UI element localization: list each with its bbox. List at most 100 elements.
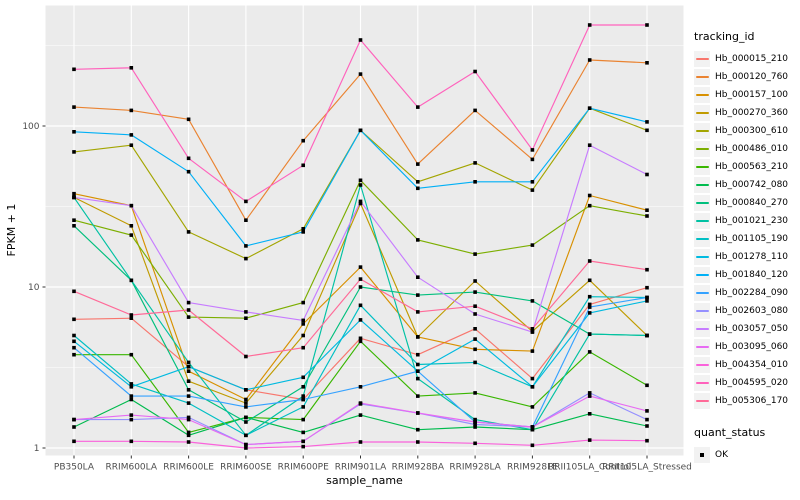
data-point	[72, 191, 76, 196]
legend-entry-Hb_000157_100: Hb_000157_100	[694, 86, 798, 104]
data-point	[473, 347, 477, 352]
legend-entry-label: Hb_000157_100	[715, 90, 789, 100]
data-point	[72, 345, 76, 350]
y-tick-label: 100	[22, 122, 39, 132]
data-point	[358, 303, 363, 308]
data-point	[416, 369, 420, 373]
data-point	[129, 203, 134, 208]
data-point	[129, 108, 134, 113]
data-point	[72, 439, 76, 444]
data-point	[358, 285, 363, 289]
data-point	[301, 300, 305, 305]
data-point	[129, 66, 134, 70]
data-point	[358, 318, 363, 322]
data-point	[72, 333, 76, 338]
data-point	[587, 58, 592, 62]
data-point	[301, 345, 305, 350]
legend-key-line	[694, 177, 710, 193]
data-point	[129, 143, 134, 147]
legend-key-line	[694, 231, 710, 247]
data-point	[244, 256, 248, 261]
data-point	[473, 337, 477, 341]
data-point	[72, 224, 76, 228]
legend-entry-label: Hb_000742_080	[715, 180, 789, 190]
legend-entry-Hb_002603_080: Hb_002603_080	[694, 302, 798, 320]
x-tick-label: RRIM600SE	[220, 463, 272, 473]
data-point	[358, 413, 363, 417]
data-point	[645, 214, 649, 218]
data-point	[645, 417, 649, 422]
data-point	[416, 310, 420, 314]
data-point	[530, 243, 535, 247]
data-point	[244, 218, 248, 222]
data-point	[358, 38, 363, 42]
x-axis-label: sample_name	[326, 474, 403, 487]
legend-key-point	[694, 447, 710, 463]
data-point	[129, 397, 134, 402]
data-point	[473, 327, 477, 331]
data-point	[587, 193, 592, 198]
legend-entry-label: Hb_000563_210	[715, 162, 789, 172]
legend-entry-Hb_001278_110: Hb_001278_110	[694, 248, 798, 266]
data-point	[244, 199, 248, 204]
y-tick-label: 10	[28, 283, 40, 293]
legend-key-line	[694, 357, 710, 373]
data-point	[587, 438, 592, 442]
data-point	[72, 130, 76, 134]
x-tick-label: PB350LA	[54, 463, 95, 473]
plot-panel	[45, 5, 684, 456]
legend-entry-label: Hb_004354_010	[715, 360, 789, 370]
data-point	[530, 385, 535, 389]
data-point	[645, 23, 649, 27]
legend-key-line	[694, 87, 710, 103]
data-point	[186, 401, 191, 405]
legend-key-line	[694, 393, 710, 409]
data-point	[186, 169, 191, 174]
data-point	[129, 133, 134, 137]
legend-entry-label: Hb_005306_170	[715, 396, 789, 406]
data-point	[587, 394, 592, 398]
data-point	[129, 417, 134, 422]
data-point	[587, 311, 592, 315]
legend-key-line	[694, 339, 710, 355]
data-point	[530, 330, 535, 334]
y-axis-label: FPKM + 1	[5, 204, 18, 257]
data-point	[530, 425, 535, 429]
data-point	[186, 379, 191, 383]
data-point	[587, 203, 592, 208]
data-point	[530, 443, 535, 448]
legend-entry-Hb_001840_120: Hb_001840_120	[694, 266, 798, 284]
data-point	[186, 417, 191, 422]
data-point	[358, 385, 363, 389]
data-point	[301, 405, 305, 409]
data-point	[129, 394, 134, 398]
legend-entry-label: Hb_002603_080	[715, 306, 789, 316]
legend-key-line	[694, 267, 710, 283]
legend-entry-label: Hb_000300_610	[715, 126, 789, 136]
data-point	[416, 186, 420, 191]
data-point	[645, 267, 649, 272]
data-point	[416, 275, 420, 279]
x-tick-label: RRIM928LA	[449, 463, 501, 473]
legend-entry-Hb_002284_090: Hb_002284_090	[694, 284, 798, 302]
data-point	[358, 201, 363, 206]
data-point	[645, 383, 649, 388]
x-tick-label: RRIM928LE	[507, 463, 558, 473]
data-point	[358, 178, 363, 183]
data-point	[301, 163, 305, 168]
data-point	[530, 405, 535, 409]
data-point	[301, 385, 305, 389]
data-point	[645, 333, 649, 338]
data-point	[72, 317, 76, 322]
legend-entry-Hb_000840_270: Hb_000840_270	[694, 194, 798, 212]
legend-entry-label: Hb_001840_120	[715, 270, 789, 280]
data-point	[416, 362, 420, 367]
x-tick-label: RRIM901LA	[335, 463, 387, 473]
data-point	[129, 233, 134, 237]
legend-key-line	[694, 321, 710, 337]
legend-entry-label: Hb_000015_210	[715, 54, 789, 64]
legend-key-line	[694, 249, 710, 265]
data-point	[244, 446, 248, 450]
data-point	[358, 128, 363, 133]
